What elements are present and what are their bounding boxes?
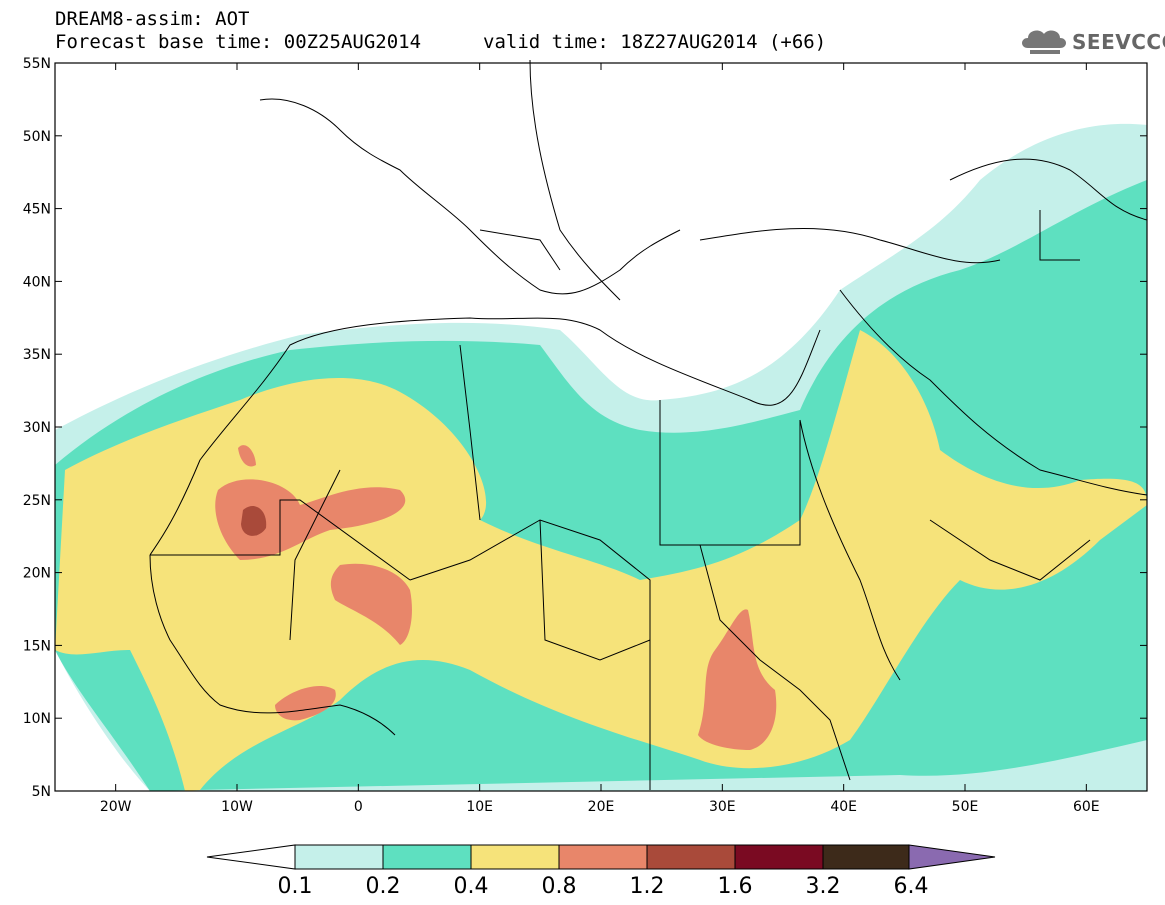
lon-label: 0 — [354, 799, 363, 815]
colorbar-swatch-4 — [558, 844, 648, 870]
lon-label: 50E — [952, 799, 979, 815]
lon-label: 10E — [466, 799, 493, 815]
colorbar-swatch-2 — [382, 844, 472, 870]
colorbar: 0.1 0.2 0.4 0.8 1.2 1.6 3.2 6.4 — [206, 844, 996, 899]
lat-label: 20N — [23, 566, 51, 582]
lat-label: 30N — [23, 420, 51, 436]
colorbar-label: 0.4 — [454, 874, 489, 899]
lat-label: 40N — [23, 274, 51, 290]
lat-label: 15N — [23, 638, 51, 654]
colorbar-label: 0.1 — [278, 874, 313, 899]
colorbar-label: 1.2 — [630, 874, 665, 899]
colorbar-high-arrow — [908, 844, 996, 870]
colorbar-swatch-6 — [734, 844, 824, 870]
lon-label: 10W — [221, 799, 253, 815]
valid-time: valid time: 18Z27AUG2014 (+66) — [483, 31, 827, 53]
colorbar-label: 6.4 — [894, 874, 929, 899]
lon-label: 20W — [100, 799, 132, 815]
colorbar-swatch-3 — [470, 844, 560, 870]
logo-text: SEEVCCC — [1072, 30, 1165, 54]
lat-label: 10N — [23, 711, 51, 727]
colorbar-low-arrow — [206, 844, 296, 870]
aot-field — [55, 123, 1147, 791]
colorbar-swatch-1 — [294, 844, 384, 870]
colorbar-swatch-5 — [646, 844, 736, 870]
coastlines — [149, 59, 1148, 790]
colorbar-swatch-7 — [822, 844, 910, 870]
colorbar-label: 0.8 — [542, 874, 577, 899]
lon-label: 30E — [709, 799, 736, 815]
forecast-base-time: Forecast base time: 00Z25AUG2014 — [55, 31, 422, 53]
lat-label: 45N — [23, 202, 51, 218]
lat-label: 50N — [23, 129, 51, 145]
lon-label: 20E — [588, 799, 615, 815]
colorbar-label: 1.6 — [718, 874, 753, 899]
lat-label: 55N — [23, 56, 51, 72]
lat-label: 25N — [23, 493, 51, 509]
colorbar-label: 0.2 — [366, 874, 401, 899]
lon-label: 60E — [1073, 799, 1100, 815]
lon-label: 40E — [830, 799, 857, 815]
lat-label: 35N — [23, 347, 51, 363]
seevccc-logo — [1022, 30, 1066, 54]
lat-label: 5N — [32, 784, 51, 800]
map-title: DREAM8-assim: AOT — [55, 8, 250, 30]
colorbar-label: 3.2 — [806, 874, 841, 899]
